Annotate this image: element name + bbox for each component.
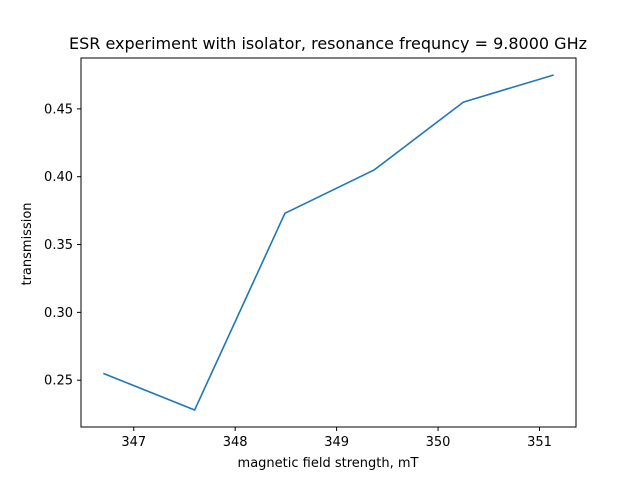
x-tick-label: 349 <box>324 435 349 450</box>
y-tick-label: 0.40 <box>44 170 73 185</box>
data-point <box>194 409 196 411</box>
x-tick-label: 347 <box>121 435 146 450</box>
series-line <box>103 74 554 411</box>
x-tick-label: 350 <box>426 435 451 450</box>
plot-area: 347 348 349 350 351 0.25 0.30 0.35 0.40 0.45 <box>44 57 577 450</box>
y-tick-label: 0.45 <box>44 102 73 117</box>
y-tick-label: 0.30 <box>44 306 73 321</box>
x-tick-label: 351 <box>527 435 552 450</box>
data-point <box>103 373 105 375</box>
x-axis-label: magnetic field strength, mT <box>238 456 419 471</box>
y-axis-label: transmission <box>20 202 35 285</box>
chart-title: ESR experiment with isolator, resonance … <box>69 34 587 53</box>
data-point <box>463 101 465 103</box>
data-point <box>284 213 286 215</box>
axes-frame <box>80 57 577 428</box>
x-tick-label: 348 <box>223 435 248 450</box>
data-point <box>373 169 375 171</box>
y-tick-label: 0.35 <box>44 238 73 253</box>
y-tick-label: 0.25 <box>44 374 73 389</box>
data-point <box>553 74 555 76</box>
